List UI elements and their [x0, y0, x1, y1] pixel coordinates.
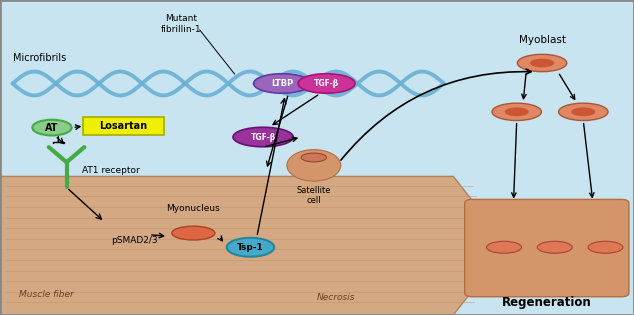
- Ellipse shape: [32, 120, 72, 135]
- Text: Necrosis: Necrosis: [317, 293, 356, 302]
- Ellipse shape: [487, 241, 521, 253]
- Text: Myonucleus: Myonucleus: [167, 203, 220, 213]
- Text: Muscle fiber: Muscle fiber: [19, 290, 74, 299]
- Text: Satellite
cell: Satellite cell: [297, 186, 331, 205]
- Text: Mutant
fibrillin-1: Mutant fibrillin-1: [160, 14, 201, 34]
- Text: Regeneration: Regeneration: [502, 296, 592, 309]
- Ellipse shape: [227, 238, 274, 257]
- Text: Microfibrils: Microfibrils: [13, 53, 66, 63]
- Text: pSMAD2/3: pSMAD2/3: [111, 237, 158, 245]
- Ellipse shape: [301, 153, 327, 162]
- Text: TGF-β: TGF-β: [314, 79, 339, 88]
- Ellipse shape: [571, 107, 595, 116]
- Ellipse shape: [538, 241, 572, 253]
- Text: LTBP: LTBP: [271, 79, 294, 88]
- Polygon shape: [0, 176, 491, 315]
- Ellipse shape: [233, 127, 293, 147]
- Text: AT1 receptor: AT1 receptor: [82, 166, 140, 175]
- Ellipse shape: [588, 241, 623, 253]
- Ellipse shape: [298, 74, 355, 93]
- Ellipse shape: [505, 107, 529, 116]
- Ellipse shape: [517, 54, 567, 72]
- FancyBboxPatch shape: [465, 199, 629, 297]
- Text: Myoblast: Myoblast: [519, 35, 566, 45]
- Text: Losartan: Losartan: [100, 121, 148, 131]
- Ellipse shape: [172, 226, 215, 240]
- Ellipse shape: [492, 103, 541, 120]
- Ellipse shape: [530, 59, 554, 67]
- Text: TGF-β: TGF-β: [250, 133, 276, 141]
- Text: Tsp-1: Tsp-1: [237, 243, 264, 252]
- Ellipse shape: [559, 103, 608, 120]
- Ellipse shape: [287, 150, 341, 181]
- FancyBboxPatch shape: [83, 117, 164, 135]
- Text: AT: AT: [45, 123, 59, 133]
- Ellipse shape: [254, 74, 311, 93]
